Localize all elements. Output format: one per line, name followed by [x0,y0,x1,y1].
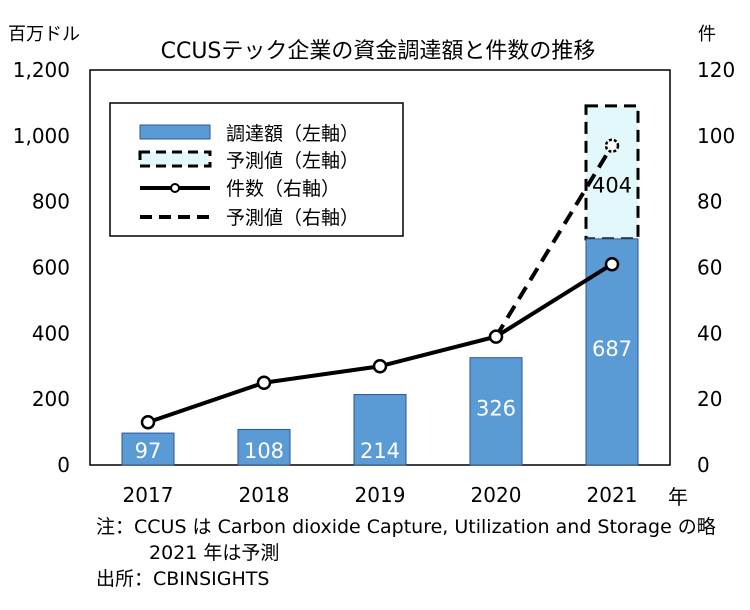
right-tick-label: 80 [697,190,722,214]
x-tick-label: 2021 [587,483,638,507]
forecast-bar-segment [584,104,640,241]
right-tick-label: 40 [697,321,722,345]
left-tick-label: 200 [32,387,70,411]
count-point [372,359,388,374]
legend-swatch-bar [139,124,211,140]
bar-value-label: 326 [476,396,516,420]
left-axis-unit: 百万ドル [8,24,80,45]
legend-swatch-line-marker [170,183,180,193]
left-tick-label: 800 [32,190,70,214]
bar-value-label: 97 [135,439,162,463]
legend-swatch-forecast-bar [138,150,212,168]
x-tick-label: 2019 [355,483,406,507]
left-tick-label: 600 [32,256,70,280]
bar-value-label: 687 [592,337,632,361]
x-tick-label: 2018 [239,483,290,507]
notes: 注：CCUS は Carbon dioxide Capture, Utiliza… [96,514,716,592]
right-tick-label: 0 [697,453,710,477]
right-tick-label: 20 [697,387,722,411]
x-tick-label: 2017 [123,483,174,507]
legend-label: 予測値（左軸） [226,150,359,172]
count-point [140,414,156,430]
chart-title: CCUSテック企業の資金調達額と件数の推移 [161,39,596,64]
forecast-count-point [604,138,620,153]
left-tick-label: 1,200 [13,58,70,82]
count-point [488,329,504,344]
legend-label: 件数（右軸） [226,178,340,200]
bar-value-label: 214 [360,439,400,463]
bar [237,428,291,466]
legend-label: 調達額（左軸） [226,123,359,145]
x-tick-label: 2020 [471,483,522,507]
right-tick-label: 100 [697,124,735,148]
count-point [256,375,272,390]
bar [469,357,523,466]
right-tick-label: 60 [697,256,722,280]
forecast-value-label: 404 [592,173,632,197]
bar [121,432,175,466]
count-point [604,256,620,272]
right-tick-label: 120 [697,58,735,82]
bar-value-label: 108 [244,439,284,463]
source-line: 出所：CBINSIGHTS [96,568,270,590]
forecast-count-line [494,144,614,338]
left-tick-label: 0 [57,453,70,477]
legend-label: 予測値（右軸） [226,207,359,229]
x-axis-unit: 年 [668,485,688,509]
note-line-1: 注：CCUS は Carbon dioxide Capture, Utiliza… [96,516,716,538]
note-line-2: 2021 年は予測 [149,542,280,564]
left-tick-label: 400 [32,321,70,345]
left-tick-label: 1,000 [13,124,70,148]
bar [353,394,407,466]
right-axis-unit: 件 [698,24,716,45]
